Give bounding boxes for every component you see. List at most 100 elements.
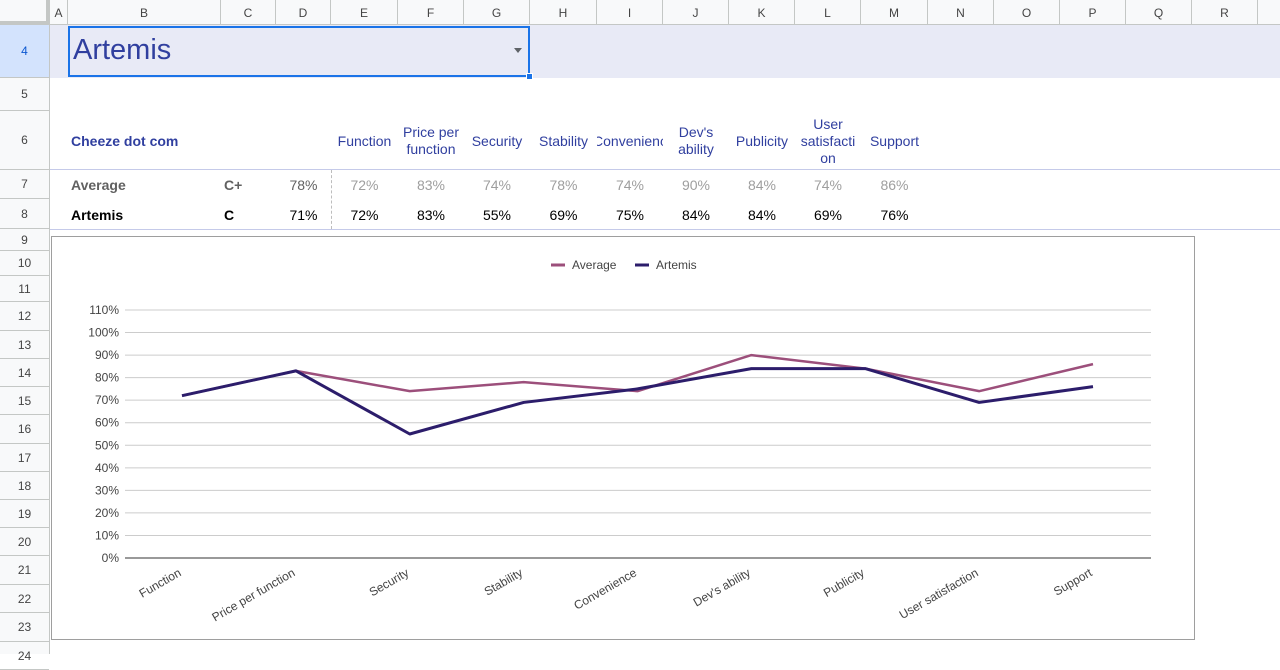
- artemis-score-cell: 76%: [880, 207, 909, 223]
- criteria-header: User satisfacti on: [800, 115, 856, 166]
- company-name-label: Cheeze dot com: [71, 133, 179, 149]
- column-header-J[interactable]: J: [663, 0, 729, 25]
- average-row-label: Average: [71, 177, 126, 193]
- y-tick-label: 0%: [102, 551, 120, 565]
- criteria-header: Convenienc: [597, 132, 663, 149]
- series-line-artemis: [181, 367, 1094, 436]
- column-header-A[interactable]: A: [50, 0, 68, 25]
- artemis-score-cell: 84%: [747, 207, 777, 223]
- row-divider: [50, 229, 1280, 230]
- row-header-18[interactable]: 18: [0, 472, 49, 500]
- y-tick-label: 90%: [95, 348, 119, 362]
- row-header-10[interactable]: 10: [0, 251, 49, 276]
- artemis-score-cell: 83%: [416, 207, 446, 223]
- artemis-score-cell: 72%: [350, 207, 379, 223]
- column-header-R[interactable]: R: [1192, 0, 1258, 25]
- criteria-header: Stability: [538, 132, 589, 149]
- row-header-bar: 4 5 6 7 8 9 10 11 12 13 14 15 16 17 18 19 20 21 22 23 24: [0, 25, 50, 670]
- artemis-score-cell: 69%: [549, 207, 578, 223]
- chevron-down-icon[interactable]: [514, 48, 522, 53]
- row-header-19[interactable]: 19: [0, 500, 49, 528]
- row-header-9[interactable]: 9: [0, 229, 49, 251]
- column-divider: [331, 170, 332, 229]
- x-tick-label: Publicity: [821, 565, 867, 599]
- y-tick-label: 10%: [95, 528, 119, 542]
- column-header-O[interactable]: O: [994, 0, 1060, 25]
- criteria-header: Security: [471, 132, 523, 149]
- criteria-header: Function: [337, 132, 392, 149]
- row-header-24[interactable]: 24: [0, 642, 49, 670]
- row-header-14[interactable]: 14: [0, 359, 49, 387]
- chart-svg: 0% 10% 20% 30% 40% 50% 60% 70% 80% 90% 100% 110% Fun…: [88, 258, 1151, 624]
- artemis-grade: C: [224, 207, 235, 223]
- row-header-21[interactable]: 21: [0, 556, 49, 585]
- select-all-corner[interactable]: [0, 0, 50, 25]
- average-score-cell: 78%: [549, 177, 578, 193]
- criteria-header: Support: [869, 132, 920, 149]
- comparison-line-chart[interactable]: 0% 10% 20% 30% 40% 50% 60% 70% 80% 90% 100% 110% Fun…: [51, 236, 1195, 640]
- column-header-Q[interactable]: Q: [1126, 0, 1192, 25]
- row-header-15[interactable]: 15: [0, 387, 49, 415]
- average-score-cell: 83%: [416, 177, 446, 193]
- row-header-5[interactable]: 5: [0, 78, 49, 111]
- y-tick-label: 20%: [95, 506, 119, 520]
- y-tick-label: 30%: [95, 483, 119, 497]
- row-header-17[interactable]: 17: [0, 444, 49, 472]
- column-header-G[interactable]: G: [464, 0, 530, 25]
- y-tick-label: 40%: [95, 461, 119, 475]
- artemis-score-cell: 55%: [482, 207, 512, 223]
- series-line-average: [181, 353, 1094, 397]
- criteria-header: Dev's ability: [678, 124, 714, 157]
- x-tick-label: Security: [367, 565, 412, 599]
- row-header-11[interactable]: 11: [0, 276, 49, 302]
- artemis-score-cell: 75%: [615, 207, 645, 223]
- column-header-E[interactable]: E: [331, 0, 398, 25]
- column-header-I[interactable]: I: [597, 0, 663, 25]
- row-header-6[interactable]: 6: [0, 111, 49, 170]
- row-header-8[interactable]: 8: [0, 199, 49, 229]
- company-selector-value: Artemis: [73, 34, 172, 66]
- average-score-cell: 74%: [813, 177, 843, 193]
- x-tick-label: Dev's ability: [691, 565, 753, 609]
- column-header-M[interactable]: M: [861, 0, 928, 25]
- x-tick-label: Support: [1051, 565, 1095, 598]
- y-tick-label: 70%: [95, 393, 119, 407]
- row-header-16[interactable]: 16: [0, 415, 49, 444]
- row-header-7[interactable]: 7: [0, 170, 49, 199]
- average-score-cell: 86%: [880, 177, 909, 193]
- column-header-K[interactable]: K: [729, 0, 795, 25]
- x-tick-label: Function: [137, 565, 184, 600]
- y-tick-label: 110%: [89, 303, 119, 317]
- average-score-cell: 72%: [350, 177, 379, 193]
- average-grade: C+: [224, 177, 243, 193]
- x-tick-label: Stability: [482, 565, 525, 598]
- y-tick-label: 80%: [95, 371, 119, 385]
- column-header-L[interactable]: L: [795, 0, 861, 25]
- average-score-cell: 84%: [747, 177, 777, 193]
- column-header-N[interactable]: N: [928, 0, 994, 25]
- artemis-row-label: Artemis: [71, 207, 124, 223]
- average-score-cell: 74%: [482, 177, 512, 193]
- row-header-22[interactable]: 22: [0, 585, 49, 613]
- legend-label: Artemis: [656, 258, 697, 272]
- artemis-overall-score: 71%: [289, 207, 318, 223]
- average-score-cell: 74%: [615, 177, 645, 193]
- average-overall-score: 78%: [289, 177, 318, 193]
- row-header-13[interactable]: 13: [0, 331, 49, 359]
- selection-fill-handle[interactable]: [526, 73, 533, 80]
- column-header-F[interactable]: F: [398, 0, 464, 25]
- row-header-23[interactable]: 23: [0, 613, 49, 642]
- column-header-P[interactable]: P: [1060, 0, 1126, 25]
- column-header-C[interactable]: C: [221, 0, 276, 25]
- company-selector-dropdown[interactable]: Artemis: [68, 26, 530, 77]
- row-header-4[interactable]: 4: [0, 25, 49, 78]
- row-header-20[interactable]: 20: [0, 528, 49, 556]
- x-tick-label: Convenience: [571, 565, 639, 612]
- column-header-D[interactable]: D: [276, 0, 331, 25]
- column-header-H[interactable]: H: [530, 0, 597, 25]
- y-tick-label: 50%: [95, 438, 119, 452]
- column-header-B[interactable]: B: [68, 0, 221, 25]
- row-header-12[interactable]: 12: [0, 302, 49, 331]
- x-tick-label: User satisfaction: [897, 565, 981, 621]
